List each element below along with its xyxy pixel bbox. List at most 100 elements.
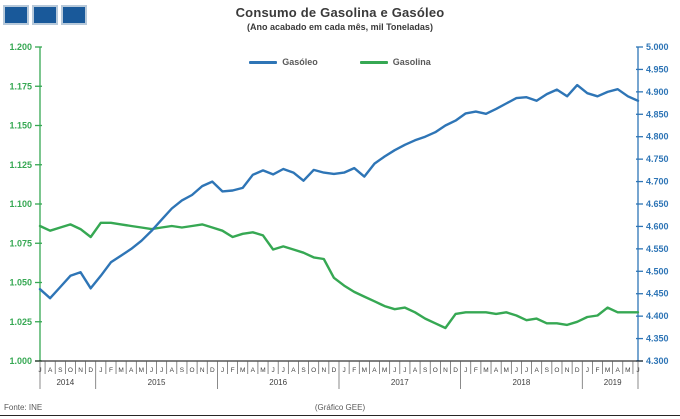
month-label: F xyxy=(352,367,356,374)
month-label: D xyxy=(332,367,337,374)
month-label: J xyxy=(403,367,406,374)
right-axis-tick-label: 4.750 xyxy=(646,154,669,164)
x-axis: JASONDJFMAMJJASONDJFMAMJJASONDJFMAMJJASO… xyxy=(35,360,643,389)
month-label: N xyxy=(565,367,570,374)
month-label: M xyxy=(240,367,245,374)
month-label: M xyxy=(382,367,387,374)
month-label: M xyxy=(362,367,367,374)
logo-square-icon xyxy=(61,5,87,25)
month-label: M xyxy=(260,367,265,374)
left-axis-tick-label: 1.125 xyxy=(9,160,32,170)
right-axis-tick-label: 4.700 xyxy=(646,177,669,187)
month-label: O xyxy=(433,367,438,374)
month-label: M xyxy=(605,367,610,374)
left-axis-tick-label: 1.000 xyxy=(9,356,32,366)
month-label: S xyxy=(58,367,63,374)
month-label: J xyxy=(515,367,518,374)
left-axis-tick-label: 1.025 xyxy=(9,317,32,327)
left-axis: 1.200 1.175 1.150 1.125 1.100 1.075 1.050 1.025… xyxy=(9,42,42,366)
left-axis-tick-label: 1.075 xyxy=(9,238,32,248)
month-label: A xyxy=(170,367,175,374)
month-label: N xyxy=(443,367,448,374)
month-label: D xyxy=(575,367,580,374)
month-label: A xyxy=(291,367,296,374)
month-label: M xyxy=(118,367,123,374)
gasolina-line-swatch xyxy=(359,60,388,64)
left-axis-tick-label: 1.150 xyxy=(9,121,32,131)
right-axis-tick-label: 4.450 xyxy=(646,289,669,299)
month-label: J xyxy=(282,367,285,374)
year-label: 2015 xyxy=(148,378,166,387)
month-label: A xyxy=(616,367,621,374)
year-label: 2016 xyxy=(269,378,287,387)
legend: Gasóleo Gasolina xyxy=(0,57,680,67)
right-axis: 5.000 4.950 4.900 4.850 4.800 4.750 4.700 4.650… xyxy=(636,42,669,366)
month-label: J xyxy=(525,367,528,374)
month-label: J xyxy=(464,367,467,374)
right-axis-tick-label: 4.800 xyxy=(646,132,669,142)
logo-square-icon xyxy=(32,5,58,25)
right-axis-tick-label: 5.000 xyxy=(646,42,669,52)
month-label: O xyxy=(68,367,73,374)
month-label: A xyxy=(413,367,418,374)
chart-subtitle: (Ano acabado em cada mês, mil Toneladas) xyxy=(247,22,433,32)
month-label: A xyxy=(129,367,134,374)
month-label: J xyxy=(160,367,163,374)
right-axis-tick-label: 4.550 xyxy=(646,244,669,254)
right-axis-tick-label: 4.350 xyxy=(646,334,669,344)
bottom-border xyxy=(0,415,680,416)
logo-square-icon xyxy=(3,5,29,25)
month-label: J xyxy=(393,367,396,374)
legend-item-gasolina: Gasolina xyxy=(359,57,431,67)
year-label: 2019 xyxy=(604,378,622,387)
year-label: 2018 xyxy=(513,378,531,387)
month-label: A xyxy=(251,367,256,374)
month-label: M xyxy=(625,367,630,374)
month-label: N xyxy=(321,367,326,374)
month-label: S xyxy=(180,367,185,374)
legend-label-gasolina: Gasolina xyxy=(392,57,431,67)
left-axis-tick-label: 1.200 xyxy=(9,42,32,52)
month-label: S xyxy=(301,367,306,374)
month-label: J xyxy=(586,367,589,374)
month-label: J xyxy=(150,367,153,374)
right-axis-tick-label: 4.900 xyxy=(646,87,669,97)
legend-item-gasoleo: Gasóleo xyxy=(249,57,318,67)
right-axis-tick-label: 4.850 xyxy=(646,109,669,119)
month-label: S xyxy=(545,367,550,374)
chart-note: (Gráfico GEE) xyxy=(314,403,366,412)
left-axis-tick-label: 1.100 xyxy=(9,199,32,209)
legend-label-gasoleo: Gasóleo xyxy=(282,57,318,67)
month-label: D xyxy=(453,367,458,374)
month-label: A xyxy=(48,367,53,374)
logo xyxy=(3,5,87,25)
gasoleo-line-swatch xyxy=(249,60,278,64)
month-label: O xyxy=(311,367,316,374)
month-label: M xyxy=(483,367,488,374)
left-axis-tick-label: 1.175 xyxy=(9,81,32,91)
month-label: M xyxy=(504,367,509,374)
month-label: A xyxy=(494,367,499,374)
month-label: F xyxy=(109,367,113,374)
month-label: A xyxy=(372,367,377,374)
series-line-gasolina xyxy=(38,221,640,330)
right-axis-tick-label: 4.300 xyxy=(646,356,669,366)
right-axis-tick-label: 4.500 xyxy=(646,266,669,276)
month-label: O xyxy=(190,367,195,374)
month-label: S xyxy=(423,367,428,374)
month-label: A xyxy=(534,367,539,374)
month-label: M xyxy=(139,367,144,374)
series-line-gasleo xyxy=(38,83,640,300)
right-axis-tick-label: 4.650 xyxy=(646,199,669,209)
month-label: F xyxy=(474,367,478,374)
year-label: 2014 xyxy=(56,378,74,387)
month-label: J xyxy=(99,367,102,374)
right-axis-tick-label: 4.600 xyxy=(646,221,669,231)
year-label: 2017 xyxy=(391,378,409,387)
month-label: J xyxy=(221,367,224,374)
right-axis-tick-label: 4.400 xyxy=(646,311,669,321)
month-label: D xyxy=(88,367,93,374)
month-label: N xyxy=(78,367,83,374)
